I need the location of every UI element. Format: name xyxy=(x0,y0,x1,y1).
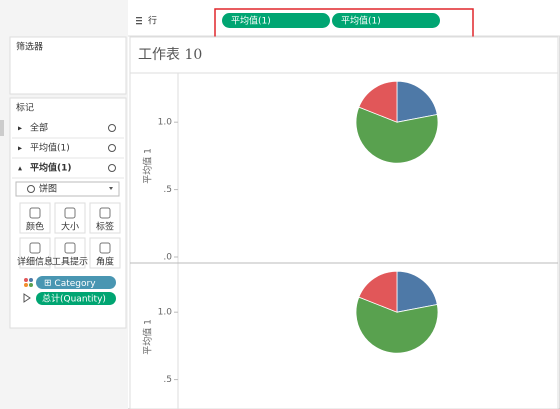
pie-slice[interactable] xyxy=(396,80,438,123)
expand-arrow: ▸ xyxy=(18,124,22,133)
group-icon xyxy=(108,164,116,172)
rows-icon xyxy=(136,17,142,25)
rows-label: 行 xyxy=(148,15,157,27)
mark-type: 饼图 xyxy=(39,183,57,195)
sheet-title: 工作表 10 xyxy=(138,47,202,63)
button-label: 颜色 xyxy=(26,221,44,233)
field-pill[interactable] xyxy=(36,292,116,305)
expand-arrow: ▴ xyxy=(18,164,22,173)
button-label: 角度 xyxy=(96,256,114,268)
button-icon xyxy=(64,207,76,219)
color-icon xyxy=(24,278,33,287)
axis-title: 平均值 1 xyxy=(142,148,154,184)
axis-title: 平均值 1 xyxy=(142,319,154,355)
button-label: 大小 xyxy=(61,221,79,233)
pie-slice[interactable] xyxy=(355,296,439,354)
pie xyxy=(355,80,439,164)
button-icon xyxy=(29,242,41,254)
button-label: 详细信息 xyxy=(17,256,53,268)
row-pill-label: 平均值(1) xyxy=(231,15,271,27)
group-icon xyxy=(108,144,116,152)
field-pill-label: 总计(Quantity) xyxy=(42,293,106,305)
y-tick-label: .0 xyxy=(163,253,172,263)
pie xyxy=(355,270,439,354)
button-icon xyxy=(29,207,41,219)
filters-card xyxy=(9,36,127,95)
button-icon xyxy=(99,242,111,254)
y-tick-label: .5 xyxy=(163,185,172,195)
y-tick-label: 1.0 xyxy=(158,308,173,318)
dropdown-arrow xyxy=(109,187,113,190)
button-icon xyxy=(99,207,111,219)
pie-slice[interactable] xyxy=(355,106,439,164)
marks-group[interactable]: 平均值(1) xyxy=(30,162,72,174)
marks-button[interactable] xyxy=(89,237,121,269)
y-tick-label: .5 xyxy=(163,375,172,385)
group-icon xyxy=(108,124,116,132)
marks-group[interactable]: 全部 xyxy=(30,122,48,134)
button-label: 工具提示 xyxy=(52,257,88,268)
expand-arrow: ▸ xyxy=(18,144,22,153)
row-pill-label: 平均值(1) xyxy=(341,15,381,27)
marks-group[interactable]: 平均值(1) xyxy=(30,142,70,154)
pie-icon xyxy=(27,185,35,193)
field-pill-label: ⊞ Category xyxy=(44,279,96,289)
marks-title: 标记 xyxy=(16,102,34,114)
row-pill[interactable] xyxy=(222,13,330,28)
y-tick-label: 1.0 xyxy=(158,118,173,128)
field-pill[interactable] xyxy=(36,276,116,289)
angle-icon xyxy=(23,293,31,303)
filters-title: 筛选器 xyxy=(16,41,43,53)
field-name: Category xyxy=(54,279,96,289)
scroll-handle xyxy=(0,120,4,136)
row-pill[interactable] xyxy=(332,13,440,28)
pie-slice[interactable] xyxy=(396,270,438,313)
pie-slice[interactable] xyxy=(358,80,398,123)
button-icon xyxy=(64,242,76,254)
mark-type-dropdown[interactable] xyxy=(15,181,120,197)
sheet-area xyxy=(129,36,559,409)
pie-slice[interactable] xyxy=(358,270,398,313)
button-label: 标签 xyxy=(96,221,114,233)
